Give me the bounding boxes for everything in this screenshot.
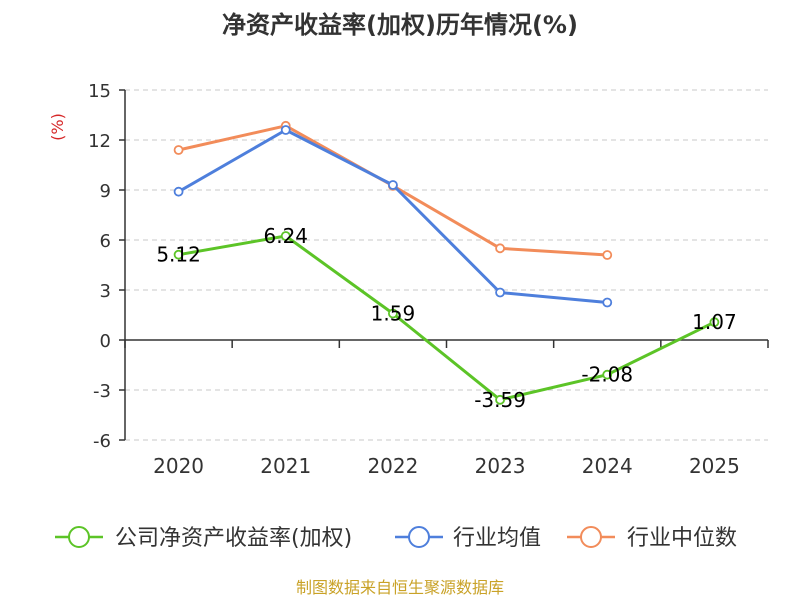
x-tick-label: 2024 — [582, 454, 633, 478]
x-tick-label: 2025 — [689, 454, 740, 478]
data-point — [280, 231, 291, 241]
legend-swatch-marker — [408, 526, 430, 548]
data-point — [280, 125, 291, 135]
data-point — [602, 369, 613, 380]
x-tick-labels: 2020 2021 2022 2023 2024 2025 — [153, 454, 740, 478]
y-tick-label: 12 — [88, 131, 111, 152]
source-note: 制图数据来自恒生聚源数据库 — [296, 578, 504, 597]
x-tick-label: 2020 — [153, 454, 204, 478]
y-axis-unit-label: (%) — [48, 113, 67, 141]
data-point — [388, 308, 398, 319]
chart-title: 净资产收益率(加权)历年情况(%) — [222, 11, 578, 39]
legend: 公司净资产收益率(加权) 行业均值 行业中位数 — [55, 526, 737, 551]
x-tick-label: 2023 — [475, 454, 526, 478]
x-tick-label: 2022 — [367, 454, 418, 478]
series-line-0 — [178, 234, 716, 402]
series-lines — [173, 120, 720, 405]
data-label: 1.59 — [371, 302, 416, 326]
y-tick-label: 6 — [100, 231, 111, 252]
data-label: 1.07 — [692, 310, 737, 334]
data-point — [388, 180, 398, 190]
y-tick-label: 15 — [88, 81, 111, 102]
y-tick-labels: 15 12 9 6 3 0 -3 -6 — [88, 81, 111, 452]
data-point — [173, 145, 184, 155]
x-tick-label: 2021 — [260, 454, 311, 478]
y-tick-label: 3 — [100, 281, 111, 302]
legend-label: 行业中位数 — [627, 526, 737, 551]
data-label: -3.59 — [474, 388, 526, 412]
data-label: 6.24 — [263, 224, 308, 248]
legend-label: 公司净资产收益率(加权) — [115, 526, 352, 551]
legend-swatch-marker — [68, 526, 90, 548]
y-tick-label: -6 — [93, 431, 111, 452]
legend-label: 行业均值 — [453, 526, 541, 551]
y-tick-label: -3 — [93, 381, 111, 402]
data-point — [602, 250, 613, 260]
data-label: 5.12 — [156, 243, 201, 267]
y-tick-label: 0 — [100, 331, 111, 352]
data-label: -2.08 — [581, 363, 633, 387]
data-point — [495, 394, 505, 405]
y-tick-label: 9 — [100, 181, 111, 202]
data-point — [173, 186, 184, 197]
data-point — [173, 249, 184, 260]
data-point — [709, 317, 720, 328]
legend-swatch-marker — [580, 526, 602, 548]
data-point — [602, 297, 613, 308]
gridlines — [125, 89, 768, 441]
series-line-1 — [177, 128, 608, 304]
axes — [119, 89, 769, 441]
data-point — [495, 243, 505, 254]
data-point — [495, 287, 505, 298]
data-labels: 5.12 6.24 1.59 -3.59 -2.08 1.07 — [156, 224, 736, 412]
